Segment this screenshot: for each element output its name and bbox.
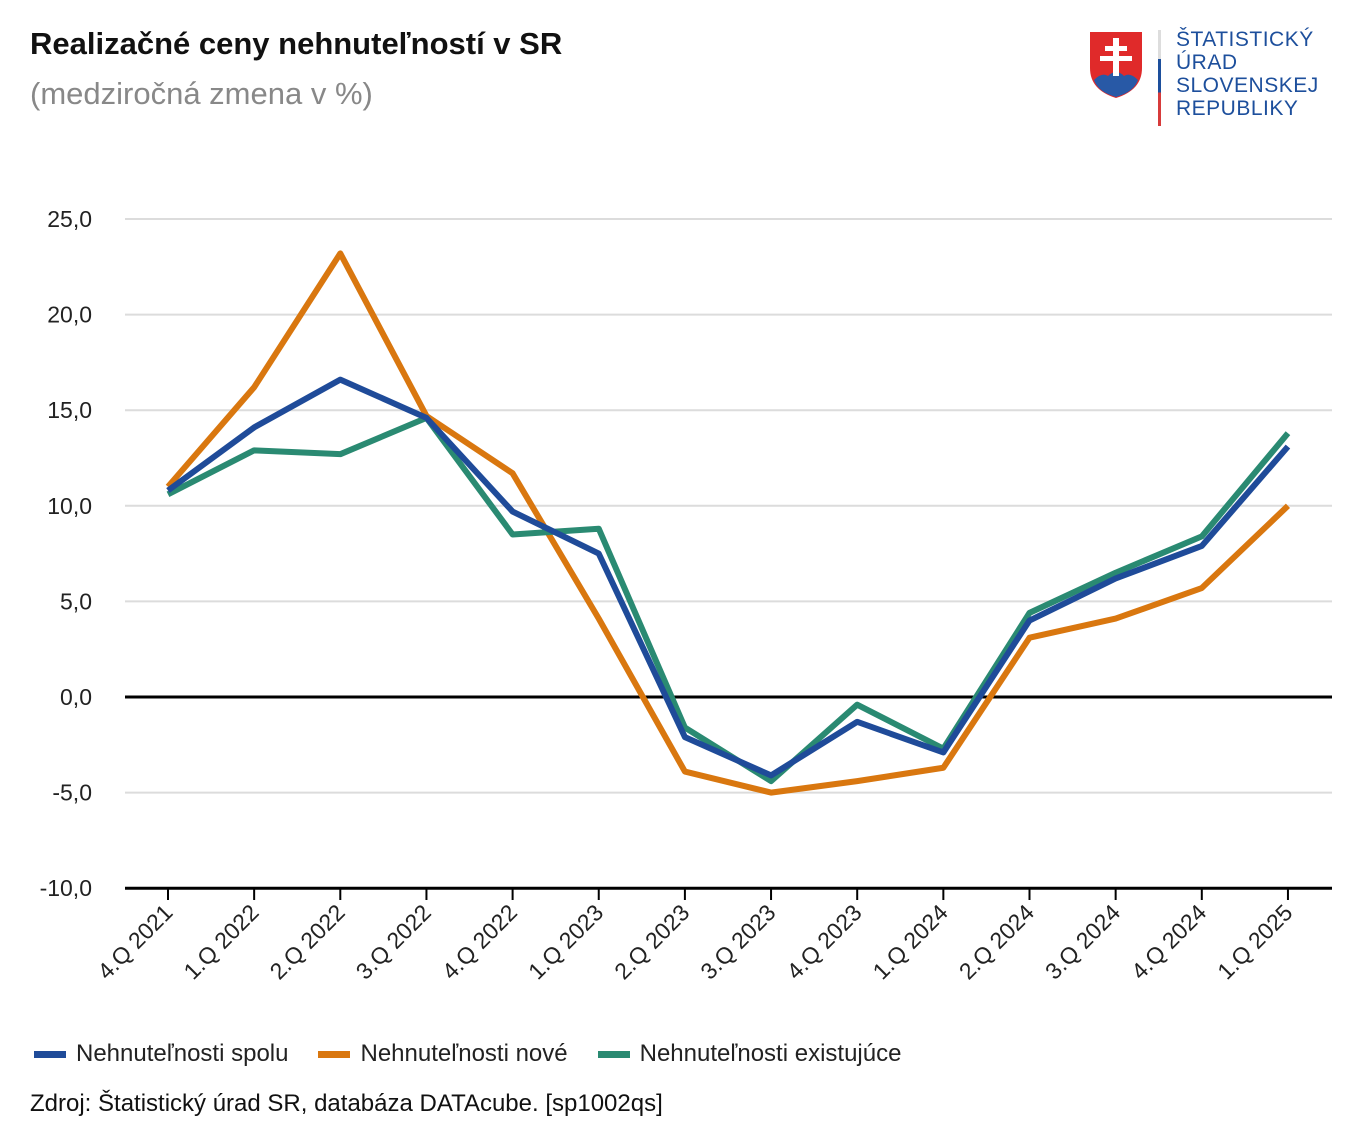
legend-item-existujuce: Nehnuteľnosti existujúce bbox=[597, 1040, 901, 1068]
series-line-0 bbox=[166, 376, 1291, 779]
logo-text: ŠTATISTICKÝ ÚRAD SLOVENSKEJ REPUBLIKY bbox=[1176, 28, 1319, 120]
x-tick-label: 2.Q 2024 bbox=[954, 899, 1039, 984]
x-tick-label: 4.Q 2023 bbox=[781, 899, 866, 984]
logo-divider bbox=[1158, 30, 1161, 126]
series-line-2 bbox=[166, 414, 1291, 785]
x-tick-label: 2.Q 2023 bbox=[609, 899, 694, 984]
x-tick-label: 2.Q 2022 bbox=[265, 899, 350, 984]
x-tick-label: 1.Q 2025 bbox=[1212, 899, 1297, 984]
y-tick-label: 5,0 bbox=[60, 588, 92, 614]
chart-subtitle: (medziročná zmena v %) bbox=[30, 76, 373, 111]
slovak-coat-of-arms-icon bbox=[1090, 32, 1142, 98]
x-tick-label: 3.Q 2024 bbox=[1040, 899, 1125, 984]
y-tick-label: 10,0 bbox=[47, 493, 92, 519]
y-tick-label: 20,0 bbox=[47, 302, 92, 328]
legend-item-spolu: Nehnuteľnosti spolu bbox=[34, 1040, 288, 1068]
y-tick-label: 25,0 bbox=[47, 206, 92, 232]
legend: Nehnuteľnosti spolu Nehnuteľnosti nové N… bbox=[34, 1040, 901, 1068]
legend-swatch bbox=[318, 1050, 351, 1058]
x-tick-label: 4.Q 2022 bbox=[437, 899, 522, 984]
x-tick-label: 1.Q 2023 bbox=[523, 899, 608, 984]
x-tick-label: 3.Q 2022 bbox=[351, 899, 436, 984]
x-tick-label: 1.Q 2022 bbox=[178, 899, 263, 984]
legend-swatch bbox=[34, 1050, 66, 1058]
y-tick-label: -5,0 bbox=[52, 780, 92, 806]
x-tick-label: 4.Q 2021 bbox=[92, 899, 177, 984]
series-line-1 bbox=[165, 250, 1291, 796]
chart-title: Realizačné ceny nehnuteľností v SR bbox=[30, 26, 563, 61]
x-tick-label: 1.Q 2024 bbox=[868, 899, 953, 984]
y-tick-label: 15,0 bbox=[47, 397, 92, 423]
source-note: Zdroj: Štatistický úrad SR, databáza DAT… bbox=[30, 1090, 663, 1117]
y-tick-label: -10,0 bbox=[40, 875, 92, 901]
y-tick-label: 0,0 bbox=[60, 684, 92, 710]
legend-item-nove: Nehnuteľnosti nové bbox=[318, 1040, 568, 1068]
x-tick-label: 3.Q 2023 bbox=[695, 899, 780, 984]
statistical-office-logo: ŠTATISTICKÝ ÚRAD SLOVENSKEJ REPUBLIKY bbox=[1088, 28, 1328, 128]
x-tick-label: 4.Q 2024 bbox=[1126, 899, 1211, 984]
legend-swatch bbox=[597, 1050, 630, 1058]
